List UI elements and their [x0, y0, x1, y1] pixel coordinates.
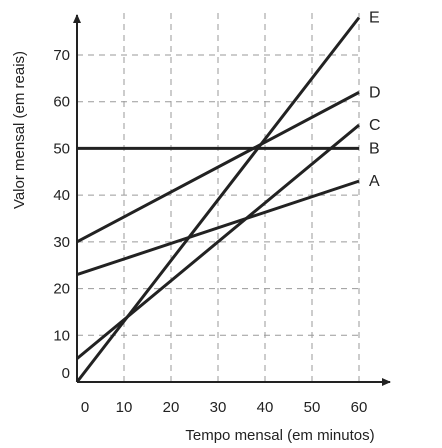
x-tick-label: 40 — [257, 399, 274, 416]
series-label-a: A — [369, 173, 380, 190]
x-tick-label: 20 — [163, 399, 180, 416]
x-tick-label: 50 — [304, 399, 321, 416]
series-label-c: C — [369, 117, 381, 134]
y-tick-label: 0 — [62, 365, 70, 382]
x-axis-title: Tempo mensal (em minutos) — [185, 427, 374, 444]
x-tick-label: 0 — [81, 399, 89, 416]
x-tick-label: 30 — [210, 399, 227, 416]
y-tick-label: 60 — [53, 94, 70, 111]
x-tick-labels: 0 10 20 30 40 50 60 — [81, 399, 368, 416]
y-tick-labels: 0 10 20 30 40 50 60 70 — [53, 47, 70, 382]
y-tick-label: 30 — [53, 234, 70, 251]
y-tick-label: 40 — [53, 187, 70, 204]
series-label-e: E — [369, 10, 380, 27]
x-tick-label: 10 — [116, 399, 133, 416]
y-axis-title: Valor mensal (em reais) — [11, 51, 28, 209]
y-tick-label: 20 — [53, 281, 70, 298]
y-tick-label: 50 — [53, 140, 70, 157]
y-tick-label: 70 — [53, 47, 70, 64]
x-tick-label: 60 — [351, 399, 368, 416]
series-label-b: B — [369, 140, 380, 157]
series-label-d: D — [369, 84, 381, 101]
y-tick-label: 10 — [53, 327, 70, 344]
